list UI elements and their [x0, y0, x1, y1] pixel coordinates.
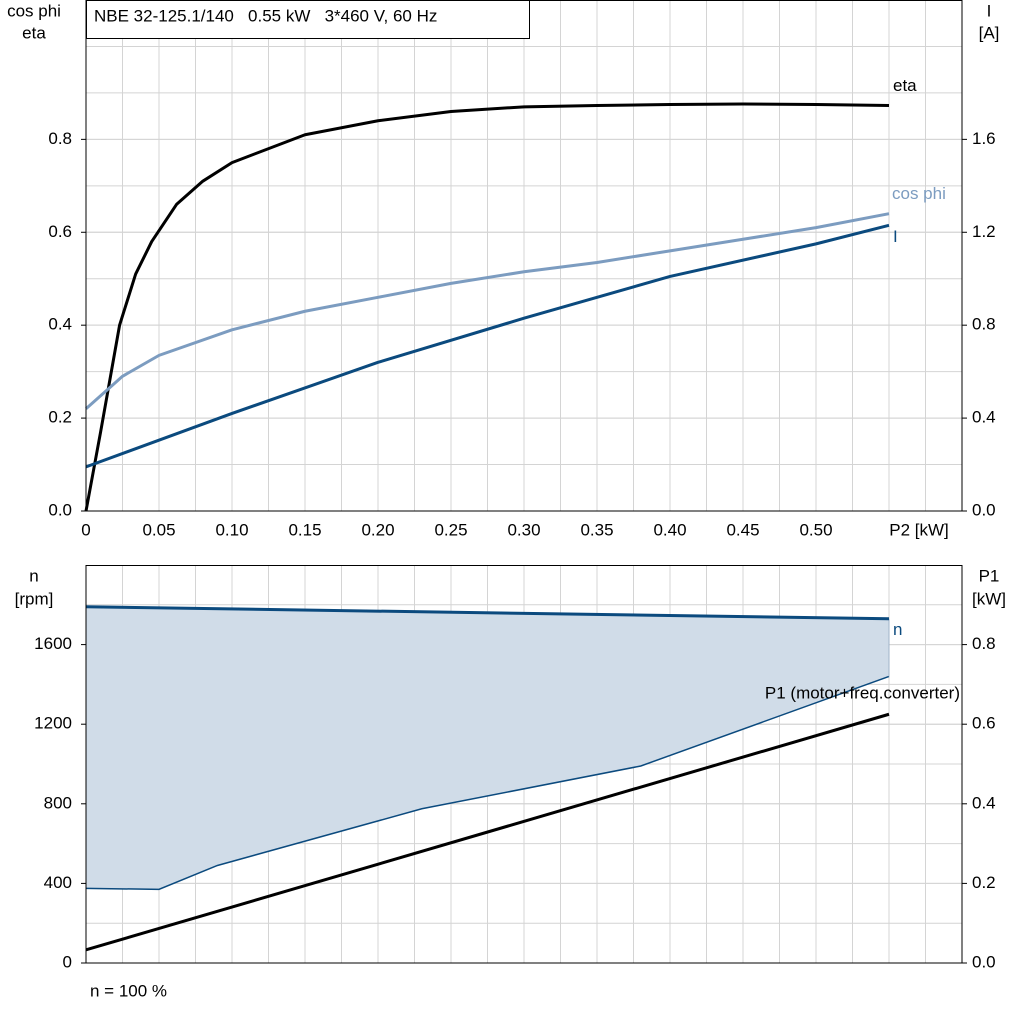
y-axis-title: eta — [22, 23, 46, 42]
series-line — [85, 605, 890, 621]
band-area — [86, 606, 889, 890]
y2-axis-title: I — [987, 1, 992, 20]
y2-tick-label: 0.0 — [972, 952, 996, 971]
series-label: n — [893, 620, 902, 639]
y2-axis-title: P1 — [979, 566, 1000, 585]
x-tick-label: 0.25 — [434, 520, 467, 539]
x-tick-label: 0.15 — [288, 520, 321, 539]
y2-tick-label: 0.4 — [972, 793, 996, 812]
y2-tick-label: 0.6 — [972, 714, 996, 733]
x-tick-label: 0.45 — [726, 520, 759, 539]
series-line — [85, 212, 890, 410]
series-line — [84, 102, 890, 512]
footnote: n = 100 % — [90, 981, 167, 1000]
title-box — [86, 0, 530, 39]
series-label: P1 (motor+freq.converter) — [765, 684, 960, 703]
series-line — [85, 712, 890, 952]
y-tick-label: 1200 — [34, 714, 72, 733]
y2-tick-label: 0.8 — [972, 634, 996, 653]
y-tick-label: 0 — [63, 952, 72, 971]
x-axis-title: P2 [kW] — [889, 520, 949, 539]
y-tick-label: 0.6 — [48, 222, 72, 241]
series-label: cos phi — [892, 184, 946, 203]
y-axis-title: cos phi — [7, 1, 61, 20]
x-tick-label: 0.30 — [507, 520, 540, 539]
x-tick-label: 0.20 — [361, 520, 394, 539]
x-tick-label: 0.40 — [653, 520, 686, 539]
y-tick-label: 0.4 — [48, 315, 72, 334]
x-tick-label: 0.10 — [215, 520, 248, 539]
x-tick-label: 0 — [81, 520, 90, 539]
x-tick-label: 0.05 — [142, 520, 175, 539]
y-axis-title: n — [29, 566, 38, 585]
plot-frame — [85, 565, 963, 964]
y2-axis-title: [A] — [979, 23, 1000, 42]
y2-tick-label: 0.2 — [972, 873, 996, 892]
x-tick-label: 0.50 — [799, 520, 832, 539]
y-tick-label: 0.8 — [48, 129, 72, 148]
y-tick-label: 0.2 — [48, 408, 72, 427]
chart-title: NBE 32-125.1/140 0.55 kW 3*460 V, 60 Hz — [94, 6, 437, 25]
series-label: I — [893, 227, 898, 246]
y2-tick-label: 0.0 — [972, 500, 996, 519]
y-tick-label: 800 — [44, 793, 72, 812]
y2-axis-title: [kW] — [972, 589, 1006, 608]
y-tick-label: 1600 — [34, 634, 72, 653]
y2-tick-label: 0.8 — [972, 315, 996, 334]
x-tick-label: 0.35 — [580, 520, 613, 539]
y2-tick-label: 1.6 — [972, 129, 996, 148]
band-edge — [85, 675, 890, 891]
y-tick-label: 400 — [44, 873, 72, 892]
y2-tick-label: 1.2 — [972, 222, 996, 241]
y-axis-title: [rpm] — [15, 589, 54, 608]
series-label: eta — [893, 76, 917, 95]
series-line — [85, 223, 890, 469]
y-tick-label: 0.0 — [48, 500, 72, 519]
y2-tick-label: 0.4 — [972, 408, 996, 427]
